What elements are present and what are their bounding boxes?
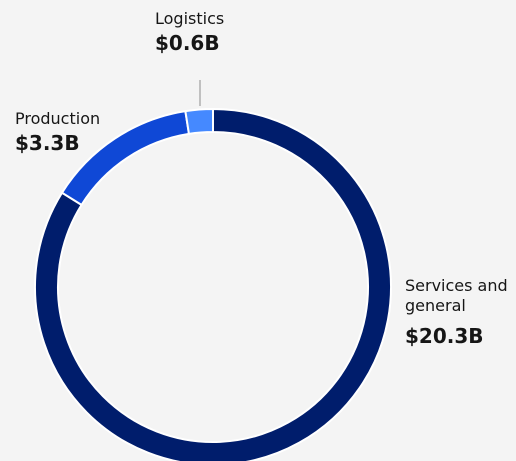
category-label: Services and general <box>405 276 508 315</box>
value-label: $0.6B <box>155 31 220 55</box>
segment-label: Production $3.3B <box>15 109 155 155</box>
value-label: $3.3B <box>15 131 80 155</box>
donut-segment <box>184 107 214 136</box>
category-label: Production <box>15 109 101 128</box>
segment-label: Logistics $0.6B <box>155 9 295 55</box>
segment-label: Services and general $20.3B <box>405 276 515 348</box>
category-label: Logistics <box>155 9 225 28</box>
value-label: $20.3B <box>405 324 484 348</box>
donut-segment <box>34 107 392 461</box>
